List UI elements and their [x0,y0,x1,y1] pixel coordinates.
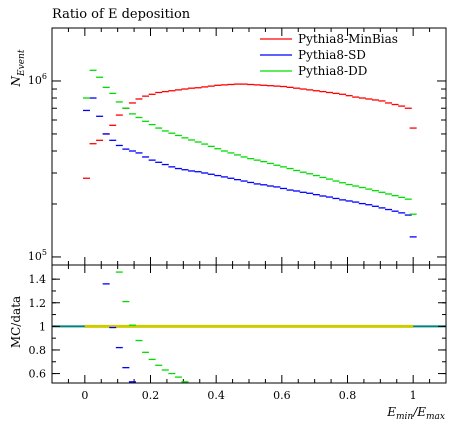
series-pythia8-minbias [82,83,417,179]
top-panel-frame [51,27,447,266]
legend-label: Pythia8-SD [298,48,366,62]
bottom-panel: 0.6 0.8 1 1.2 1.4 0 0.2 0.4 0.6 0.8 1 [29,264,447,402]
series-pythia8-sd [82,97,417,238]
top-y-axis-label: NEvent [9,49,27,87]
series-pythia8-dd [82,69,417,215]
ratio-y-tick-label: 1 [39,320,46,333]
ratio-series-pythia8-dd [115,271,189,383]
bottom-y-axis-label: MC/data [9,296,23,348]
y-tick-label: 106 [28,72,47,87]
x-tick-label: 0.8 [339,389,357,402]
top-panel: 105 106 Pythia8-MinBias Pythia8-SD Pythia8-D… [28,27,447,266]
ratio-y-tick-label: 0.8 [29,344,47,357]
bottom-panel-frame [51,264,447,384]
ratio-y-tick-label: 0.6 [29,368,47,381]
y-tick-label: 105 [28,248,47,263]
x-axis-label: Emin/Emax [386,405,445,422]
legend-label: Pythia8-MinBias [298,32,398,46]
ratio-series-pythia8-sd [102,283,136,383]
x-tick-label: 0.6 [273,389,291,402]
chart-title: Ratio of E deposition [52,7,191,22]
legend-label: Pythia8-DD [298,64,367,78]
ratio-y-tick-label: 1.4 [29,273,47,286]
x-tick-label: 0.2 [142,389,160,402]
x-tick-label: 1 [410,389,417,402]
x-tick-label: 0.4 [207,389,225,402]
ratio-y-tick-label: 1.2 [29,297,47,310]
x-tick-label: 0 [81,389,88,402]
